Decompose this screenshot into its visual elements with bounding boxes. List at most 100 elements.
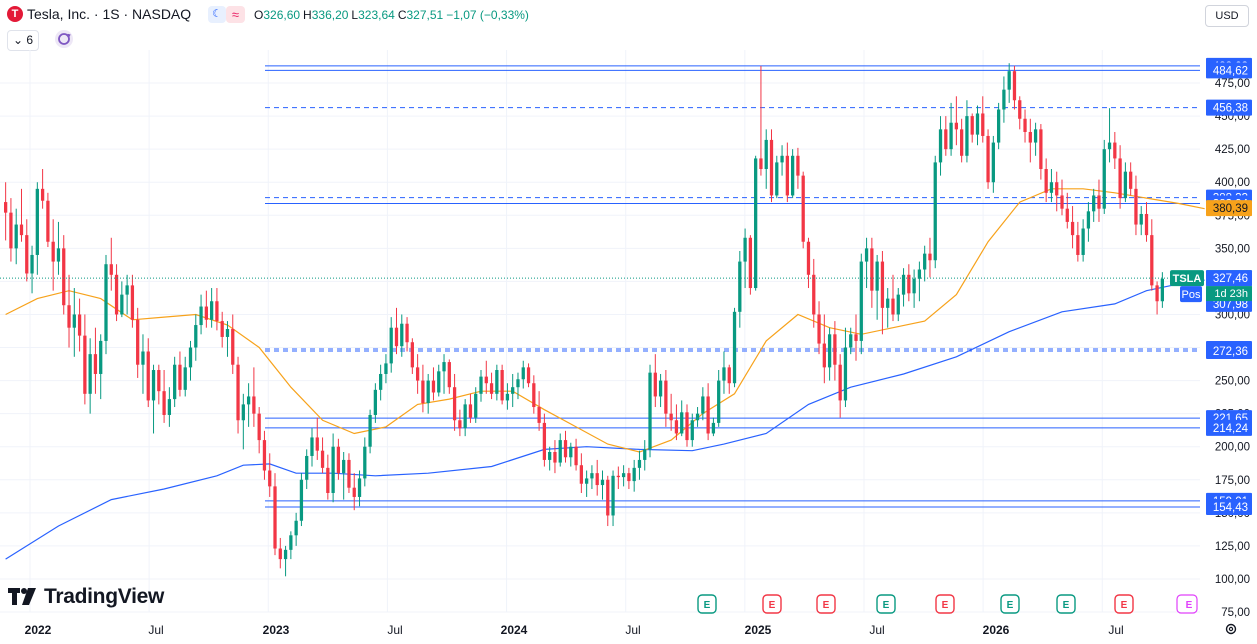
future-earnings-marker-icon[interactable] xyxy=(1176,594,1198,614)
candle-body xyxy=(25,235,29,274)
candle-body xyxy=(109,264,113,275)
candle-body xyxy=(479,376,483,394)
candle-body xyxy=(859,261,863,341)
price-label-box xyxy=(1206,62,1252,79)
candle-body xyxy=(965,116,969,156)
candle-body xyxy=(680,412,684,434)
earnings-marker-icon[interactable] xyxy=(762,594,782,614)
earnings-marker-letter: E xyxy=(769,600,776,611)
candle-body xyxy=(4,202,8,213)
candle-body xyxy=(463,404,467,429)
candle-body xyxy=(215,301,219,322)
candle-body xyxy=(88,354,92,394)
price-scale-label: 307,98 xyxy=(1213,299,1248,311)
candle-body xyxy=(495,370,499,394)
candle-body xyxy=(231,329,235,365)
candle-body xyxy=(394,327,399,347)
candle-body xyxy=(563,440,568,458)
candle-body xyxy=(1028,131,1032,143)
candle-body xyxy=(886,298,890,308)
ohlc-key: L xyxy=(351,8,359,22)
candle-body xyxy=(162,391,166,415)
price-scale-label: 272,36 xyxy=(1213,346,1248,358)
data-wave-icon[interactable]: ≈ xyxy=(226,6,245,23)
candle-body xyxy=(996,109,1001,143)
x-axis-label: Jul xyxy=(148,623,163,637)
x-axis-label: 2026 xyxy=(983,623,1010,637)
candle-body xyxy=(421,380,425,404)
candle-body xyxy=(611,475,615,516)
ohlc-key: O xyxy=(254,8,264,22)
candle-body xyxy=(764,139,768,170)
candle-body xyxy=(790,155,795,196)
currency-select[interactable]: USD xyxy=(1205,5,1249,27)
candle-body xyxy=(157,370,161,392)
candle-body xyxy=(130,285,135,320)
candle-body xyxy=(1107,142,1112,150)
candle-body xyxy=(606,479,610,516)
candle-body xyxy=(928,253,932,261)
candle-body xyxy=(1039,129,1043,170)
candle-body xyxy=(585,478,589,484)
candle-body xyxy=(822,343,826,368)
candle-body xyxy=(257,413,261,441)
price-label-box xyxy=(1206,99,1252,116)
ohlc-value: 336,20 xyxy=(311,8,349,22)
candle-body xyxy=(14,224,18,249)
earnings-marker-icon[interactable] xyxy=(697,594,717,614)
earnings-marker-icon[interactable] xyxy=(816,594,836,614)
candle-body xyxy=(812,274,816,315)
candle-body xyxy=(944,129,948,150)
earnings-marker-icon[interactable] xyxy=(1000,594,1020,614)
candle-body xyxy=(9,212,13,249)
candle-body xyxy=(600,479,605,486)
sync-icon[interactable] xyxy=(55,30,73,48)
session-moon-icon[interactable]: ☾ xyxy=(208,6,226,23)
y-tick-label: 350,00 xyxy=(1215,243,1250,255)
earnings-marker-letter: E xyxy=(704,600,711,611)
ticker-tag: TSLA xyxy=(1173,273,1202,285)
earnings-marker-icon[interactable] xyxy=(876,594,896,614)
settings-gear-icon[interactable] xyxy=(1224,622,1238,636)
candle-body xyxy=(209,301,214,320)
candle-body xyxy=(991,142,995,183)
candle-body xyxy=(146,351,150,401)
candle-body xyxy=(225,329,230,337)
candle-body xyxy=(970,116,974,135)
candle-body xyxy=(141,351,145,365)
candle-body xyxy=(252,396,256,414)
candle-body xyxy=(648,372,652,450)
ohlc-readout: O326,60 H336,20 L323,64 C327,51 −1,07 (−0,33… xyxy=(254,8,532,22)
candle-body xyxy=(410,342,414,368)
symbol-title[interactable]: Tesla, Inc. · 1S · NASDAQ xyxy=(27,6,192,22)
candle-body xyxy=(136,319,140,365)
earnings-marker-icon[interactable] xyxy=(1114,594,1134,614)
candle-body xyxy=(505,393,510,401)
candle-body xyxy=(326,467,330,493)
candle-body xyxy=(986,135,990,183)
candle-body xyxy=(447,362,451,388)
y-tick-label: 175,00 xyxy=(1215,475,1250,487)
candle-body xyxy=(310,437,314,456)
candle-body xyxy=(780,155,784,163)
candle-body xyxy=(1139,213,1143,225)
indicators-toggle-button[interactable]: ⌄ 6 xyxy=(7,30,39,51)
y-tick-label: 300,00 xyxy=(1215,309,1250,321)
candle-body xyxy=(938,129,943,163)
x-axis-label: Jul xyxy=(625,623,640,637)
y-tick-label: 250,00 xyxy=(1215,376,1250,388)
candle-body xyxy=(537,407,541,423)
candle-body xyxy=(1160,278,1164,302)
candle-body xyxy=(199,306,203,326)
candle-body xyxy=(637,459,642,468)
candle-body xyxy=(711,422,716,434)
earnings-marker-letter: E xyxy=(942,600,949,611)
candle-body xyxy=(827,334,832,368)
candle-body xyxy=(72,314,76,328)
earnings-marker-icon[interactable] xyxy=(1056,594,1076,614)
candle-body xyxy=(357,478,362,497)
earnings-marker-icon[interactable] xyxy=(935,594,955,614)
candle-body xyxy=(674,420,679,434)
candle-body xyxy=(268,470,272,487)
